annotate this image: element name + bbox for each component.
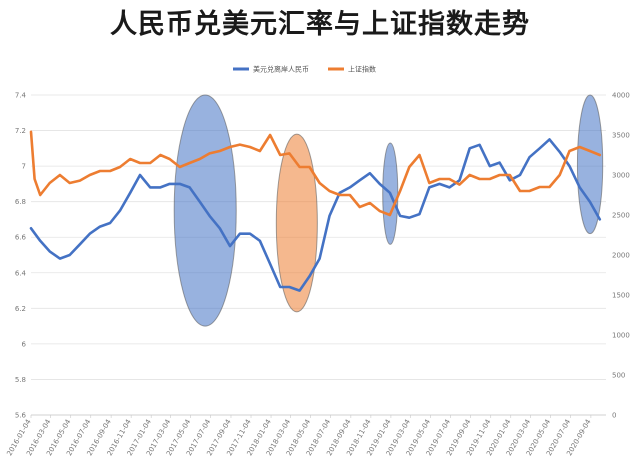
y-tick-label: 7 [22,163,26,171]
y2-tick-label: 2000 [612,252,630,260]
legend: 美元兑离岸人民币 上证指数 [233,65,376,74]
series-line-2 [29,130,602,217]
y-tick-label: 5.6 [15,412,27,420]
axis-layer: 5.6 5.8 6 6.2 6.4 6.6 6.8 7 7.2 7.4 0 500 1000 1500 20… [5,92,629,458]
series-line-1 [29,138,602,292]
y2-tick-label: 0 [612,412,616,420]
grid-layer [31,94,606,416]
y-tick-label: 6.6 [15,234,27,242]
highlight-ellipse [275,133,318,313]
y-tick-label: 7.4 [15,92,27,100]
legend-label: 上证指数 [348,65,376,74]
series-layer [29,130,602,292]
y2-tick-label: 4000 [612,92,630,100]
y2-tick-label: 3000 [612,172,630,180]
y-tick-label: 6.4 [15,269,27,277]
y-tick-label: 6 [22,340,27,348]
y-tick-label: 6.2 [15,305,26,313]
y-tick-label: 5.8 [15,376,26,384]
y-tick-label: 6.8 [15,198,26,206]
y2-tick-label: 500 [612,372,625,380]
y-tick-label: 7.2 [15,127,26,135]
y2-tick-label: 1000 [612,332,630,340]
y2-tick-label: 3500 [612,132,630,140]
chart-title: 人民币兑美元汇率与上证指数走势 [110,9,530,40]
highlight-ellipse [576,94,604,235]
y2-tick-label: 2500 [612,212,630,220]
y2-tick-label: 1500 [612,292,630,300]
annotation-layer [173,94,604,327]
legend-label: 美元兑离岸人民币 [253,65,309,74]
